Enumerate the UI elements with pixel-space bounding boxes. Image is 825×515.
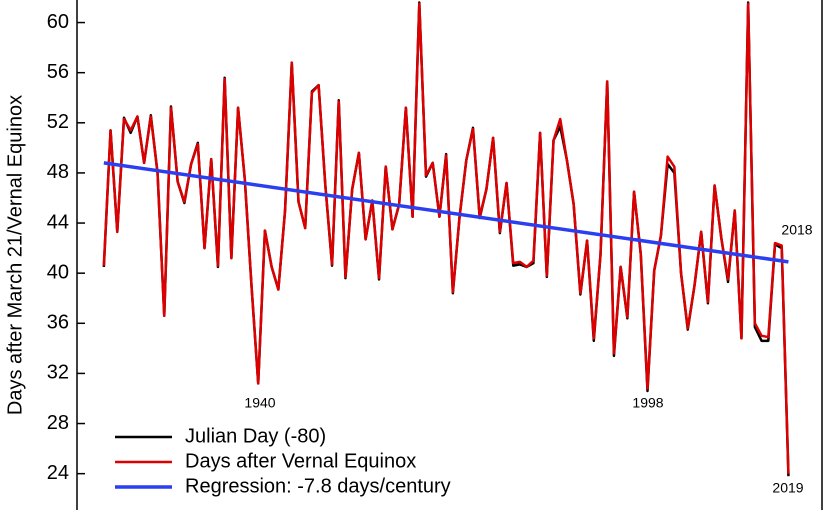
legend-label: Regression: -7.8 days/century [185, 475, 451, 497]
y-tick-label: 32 [47, 362, 69, 384]
y-axis-label: Days after March 21/Vernal Equinox [4, 95, 26, 415]
y-tick-label: 48 [47, 161, 69, 183]
y-tick-label: 52 [47, 111, 69, 133]
annotation: 2018 [781, 222, 812, 238]
y-tick-label: 24 [47, 462, 69, 484]
y-tick-label: 44 [47, 211, 69, 233]
series-line [102, 1, 790, 477]
legend-label: Julian Day (-80) [185, 425, 326, 447]
annotation: 1940 [244, 395, 275, 411]
y-tick-label: 60 [47, 11, 69, 33]
annotation: 2019 [772, 480, 803, 496]
y-tick-label: 40 [47, 261, 69, 283]
y-tick-label: 28 [47, 412, 69, 434]
series-line [102, 2, 790, 474]
annotation: 1998 [632, 395, 663, 411]
y-tick-label: 36 [47, 312, 69, 334]
series-line [103, 161, 789, 264]
legend-label: Days after Vernal Equinox [185, 450, 416, 472]
y-tick-label: 56 [47, 61, 69, 83]
